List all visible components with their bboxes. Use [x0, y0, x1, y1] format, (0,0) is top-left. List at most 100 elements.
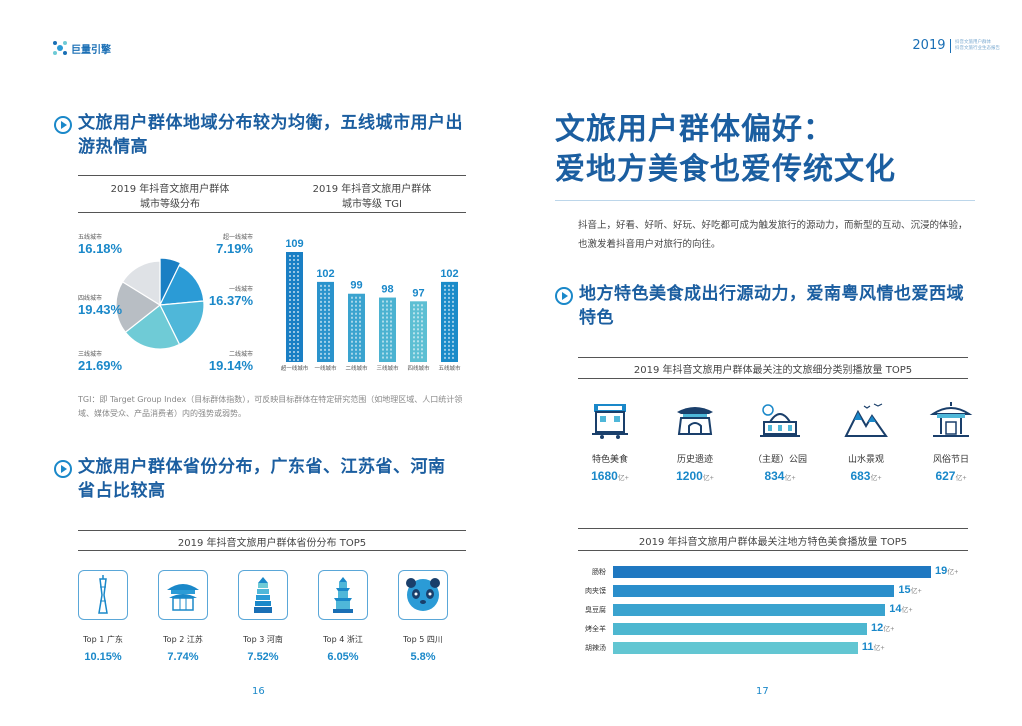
mountain-icon: [844, 403, 888, 437]
food-bar: [613, 566, 931, 578]
panda-icon: [398, 570, 448, 620]
pie-label-value: 19.14%: [208, 358, 253, 373]
headline-line1: 文旅用户群体偏好：: [555, 112, 834, 147]
divider: [78, 550, 466, 551]
pie-slice: [115, 281, 162, 334]
category-item-festival: 风俗节日 627亿+: [913, 400, 989, 483]
divider: [78, 530, 466, 531]
tgi-caption-line2: 城市等级 TGI: [342, 199, 402, 210]
pie-caption-line2: 城市等级分布: [140, 199, 200, 210]
tgi-category-label: 一线城市: [314, 364, 337, 372]
tgi-value-label: 102: [316, 268, 334, 280]
pie-label-name: 四线城市: [78, 295, 103, 302]
tgi-bar: [410, 301, 427, 362]
divider: [578, 357, 968, 358]
food-bar-value: 12亿+: [871, 622, 895, 634]
logo-text: 巨量引擎: [71, 44, 111, 56]
divider: [578, 528, 968, 529]
tgi-bar: [441, 281, 458, 362]
province-value: 5.8%: [410, 651, 436, 663]
category-unit: 亿+: [617, 475, 629, 482]
food-bar: [613, 604, 886, 616]
category-item-park: （主题）公园 834亿+: [742, 400, 818, 483]
category-unit: 亿+: [702, 475, 714, 482]
pie-label-super-tier1: 超一线城市 7.19%: [205, 232, 253, 256]
canton-tower-icon: [78, 570, 128, 620]
tgi-category-label: 二线城市: [345, 364, 368, 372]
theme-park-icon: [760, 404, 800, 437]
header-year: 2019: [912, 38, 946, 53]
category-value: 1200: [676, 469, 703, 483]
pie-label-value: 16.18%: [78, 241, 123, 256]
food-bar: [613, 585, 895, 597]
province-label: Top 3 河南: [243, 635, 283, 644]
pie-caption-line1: 2019 年抖音文旅用户群体: [110, 184, 230, 195]
pagoda-icon: [238, 570, 288, 620]
header-subtitle-1: 抖音文旅用户群体: [955, 39, 991, 45]
category-item-history: 历史遗迹 1200亿+: [657, 400, 733, 483]
tgi-value-label: 109: [285, 238, 303, 250]
province-label: Top 5 四川: [403, 635, 443, 644]
category-label: 历史遗迹: [676, 455, 713, 465]
divider: [78, 212, 466, 213]
tgi-bars-svg: 109 超一线城市 102 一线城市 99 二线城市 98 三线城市 97 四线城市 102 五线城市: [281, 238, 461, 372]
province-label: Top 2 江苏: [163, 635, 203, 644]
province-item-henan: Top 3 河南 7.52%: [228, 570, 298, 663]
tgi-bar-chart: 109 超一线城市 102 一线城市 99 二线城市 98 三线城市 97 四线城市 102 五线城市: [278, 222, 468, 372]
category-unit: 亿+: [955, 475, 967, 482]
category-caption: 2019 年抖音文旅用户群体最关注的文旅细分类别播放量 TOP5: [633, 365, 913, 376]
food-bar-label: 臭豆腐: [585, 606, 606, 614]
pie-label-name: 五线城市: [78, 234, 103, 241]
pie-label-value: 16.37%: [208, 293, 253, 308]
pie-slice: [158, 264, 205, 306]
province-label: Top 4 浙江: [323, 635, 363, 644]
header-meta: 2019 抖音文旅用户群体 抖音文旅行业生态报告: [912, 38, 1000, 53]
province-label: Top 1 广东: [83, 635, 123, 644]
section-title-food: 地方特色美食成出行源动力，爱南粤风情也爱西域特色: [579, 284, 964, 328]
province-value: 7.52%: [247, 651, 279, 663]
tgi-note: TGI：即 Target Group Index（目标群体指数），可反映目标群体…: [78, 395, 463, 418]
intro-text: 抖音上，好看、好听、好玩、好吃都可成为触发旅行的源动力，而新型的互动、沉浸的体验…: [578, 220, 968, 250]
province-value: 7.74%: [167, 651, 199, 663]
tgi-bar: [348, 293, 365, 362]
food-bar: [613, 642, 858, 654]
tgi-caption: 2019 年抖音文旅用户群体 城市等级 TGI: [292, 180, 452, 210]
food-bar-label: 烤全羊: [585, 625, 606, 633]
category-value: 1680: [591, 469, 618, 483]
pie-caption: 2019 年抖音文旅用户群体 城市等级分布: [90, 180, 250, 210]
province-item-guangdong: Top 1 广东 10.15%: [68, 570, 138, 663]
pie-label-tier4: 四线城市 19.43%: [78, 293, 122, 317]
section-bullet-icon: [54, 116, 72, 134]
pie-label-value: 19.43%: [78, 302, 123, 317]
divider: [78, 175, 466, 176]
tgi-bar: [379, 297, 396, 362]
pie-label-name: 一线城市: [228, 286, 253, 293]
pie-slice: [159, 300, 205, 346]
header-subtitle-2: 抖音文旅行业生态报告: [955, 45, 1000, 51]
pie-label-name: 三线城市: [78, 351, 103, 358]
category-value: 683: [850, 469, 871, 483]
category-label: （主题）公园: [752, 455, 807, 465]
province-item-sichuan: Top 5 四川 5.8%: [388, 570, 458, 663]
divider: [578, 550, 968, 551]
tgi-bar: [317, 281, 334, 362]
pie-slice: [124, 304, 181, 350]
province-item-zhejiang: Top 4 浙江 6.05%: [308, 570, 378, 663]
section-title-region: 文旅用户群体地域分布较为均衡，五线城市用户出游热情高: [78, 113, 463, 157]
festival-temple-icon: [929, 402, 973, 437]
tgi-value-label: 97: [412, 287, 424, 299]
pie-label-name: 超一线城市: [222, 234, 253, 241]
pie-label-tier3: 三线城市 21.69%: [78, 349, 122, 373]
category-label: 山水景观: [847, 455, 884, 465]
tgi-value-label: 98: [381, 284, 393, 296]
category-item-food: 特色美食 1680亿+: [572, 400, 648, 483]
category-unit: 亿+: [870, 475, 882, 482]
pie-slice: [121, 260, 161, 307]
tgi-category-label: 四线城市: [407, 364, 430, 372]
tgi-bar: [286, 252, 303, 362]
pie-label-value: 7.19%: [216, 241, 253, 256]
food-stall-icon: [592, 404, 628, 439]
province-value: 6.05%: [327, 651, 359, 663]
food-bar-label: 肠粉: [592, 568, 606, 576]
city-tier-pie-chart: [115, 257, 205, 350]
